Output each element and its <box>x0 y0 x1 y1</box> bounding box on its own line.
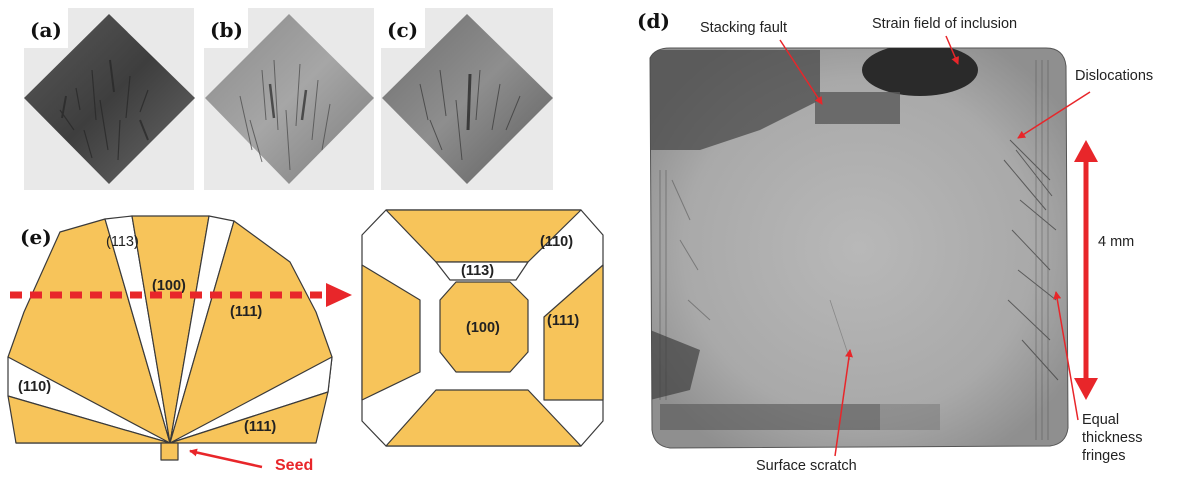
panel-e-label: (e) <box>20 225 52 249</box>
label-111-upper: (111) <box>230 304 262 320</box>
arrow-dislocations <box>1017 91 1091 139</box>
sector-bottom-left <box>7 395 171 444</box>
label-top-111: (111) <box>547 313 579 329</box>
label-100: (100) <box>152 278 186 294</box>
crystal-image-a <box>24 14 195 184</box>
panel-c: (c) <box>381 8 553 190</box>
panel-e-top-view <box>361 209 604 447</box>
crystal-image-c <box>382 14 553 184</box>
bottom-band <box>660 404 880 430</box>
annotation-stacking-fault: Stacking fault <box>700 20 787 36</box>
xray-topograph <box>649 47 1069 449</box>
seed-label: Seed <box>275 457 313 474</box>
stacking-fault-region <box>815 92 900 124</box>
panel-e-top-labels: (110) (113) (100) (111) <box>461 234 579 336</box>
top-face-left <box>361 264 421 401</box>
arrow-fringes <box>1053 291 1079 421</box>
annotation-surface-scratch: Surface scratch <box>756 458 857 474</box>
label-top-110: (110) <box>540 234 573 250</box>
panel-d-label: (d) <box>637 9 670 33</box>
label-top-100: (100) <box>466 320 500 336</box>
panel-d-annotations: Stacking fault Strain field of inclusion… <box>700 16 1153 474</box>
seed-block <box>160 442 179 461</box>
annotation-fringes-line1: Equal <box>1082 412 1119 428</box>
strain-field-blob <box>862 48 978 96</box>
top-face-113 <box>435 261 529 281</box>
arrow-stacking-fault <box>779 39 823 105</box>
dark-region-top-left <box>650 50 820 150</box>
label-113: (113) <box>106 234 139 250</box>
panel-b-label: (b) <box>210 18 243 42</box>
label-110: (110) <box>18 379 51 395</box>
top-face-lower <box>385 389 582 447</box>
scale-bar-bottom-arrowhead <box>1074 378 1098 400</box>
panel-c-label-box <box>381 8 425 48</box>
annotation-fringes-line2: thickness <box>1082 430 1142 446</box>
crystal-a-streaks <box>59 59 149 161</box>
dark-region-bottom-left <box>650 330 700 400</box>
arrow-surface-scratch <box>834 349 853 457</box>
crystal-b-streaks <box>239 59 331 171</box>
panel-e-side-labels: (113) (100) (111) (110) (111) <box>18 234 276 435</box>
label-top-113: (113) <box>461 263 494 279</box>
arrow-strain-field <box>945 35 959 65</box>
cut-plane-arrow-head <box>326 283 352 307</box>
panel-b-label-box <box>204 8 248 48</box>
sector-111-lower <box>169 391 329 444</box>
panel-a: (a) <box>24 8 195 190</box>
panel-e-side-view <box>7 215 333 461</box>
seed-arrow <box>189 448 263 469</box>
annotation-strain-field: Strain field of inclusion <box>872 16 1017 32</box>
label-111-lower: (111) <box>244 419 276 435</box>
panel-a-label: (a) <box>30 18 62 42</box>
top-face-right-111 <box>543 264 604 401</box>
crystal-c-streaks <box>419 69 521 161</box>
bottom-band-right <box>880 404 940 430</box>
panel-a-label-box <box>24 8 68 48</box>
panel-b: (b) <box>204 8 374 190</box>
panel-d-image <box>649 47 1069 449</box>
scale-label: 4 mm <box>1098 234 1134 250</box>
annotation-dislocations: Dislocations <box>1075 68 1153 84</box>
annotation-fringes-line3: fringes <box>1082 448 1126 464</box>
panel-c-label: (c) <box>387 18 418 42</box>
scale-bar-top-arrowhead <box>1074 140 1098 162</box>
crystal-image-b <box>205 14 374 184</box>
left-fringe-lines <box>659 170 711 400</box>
top-face-center-100 <box>439 281 529 373</box>
